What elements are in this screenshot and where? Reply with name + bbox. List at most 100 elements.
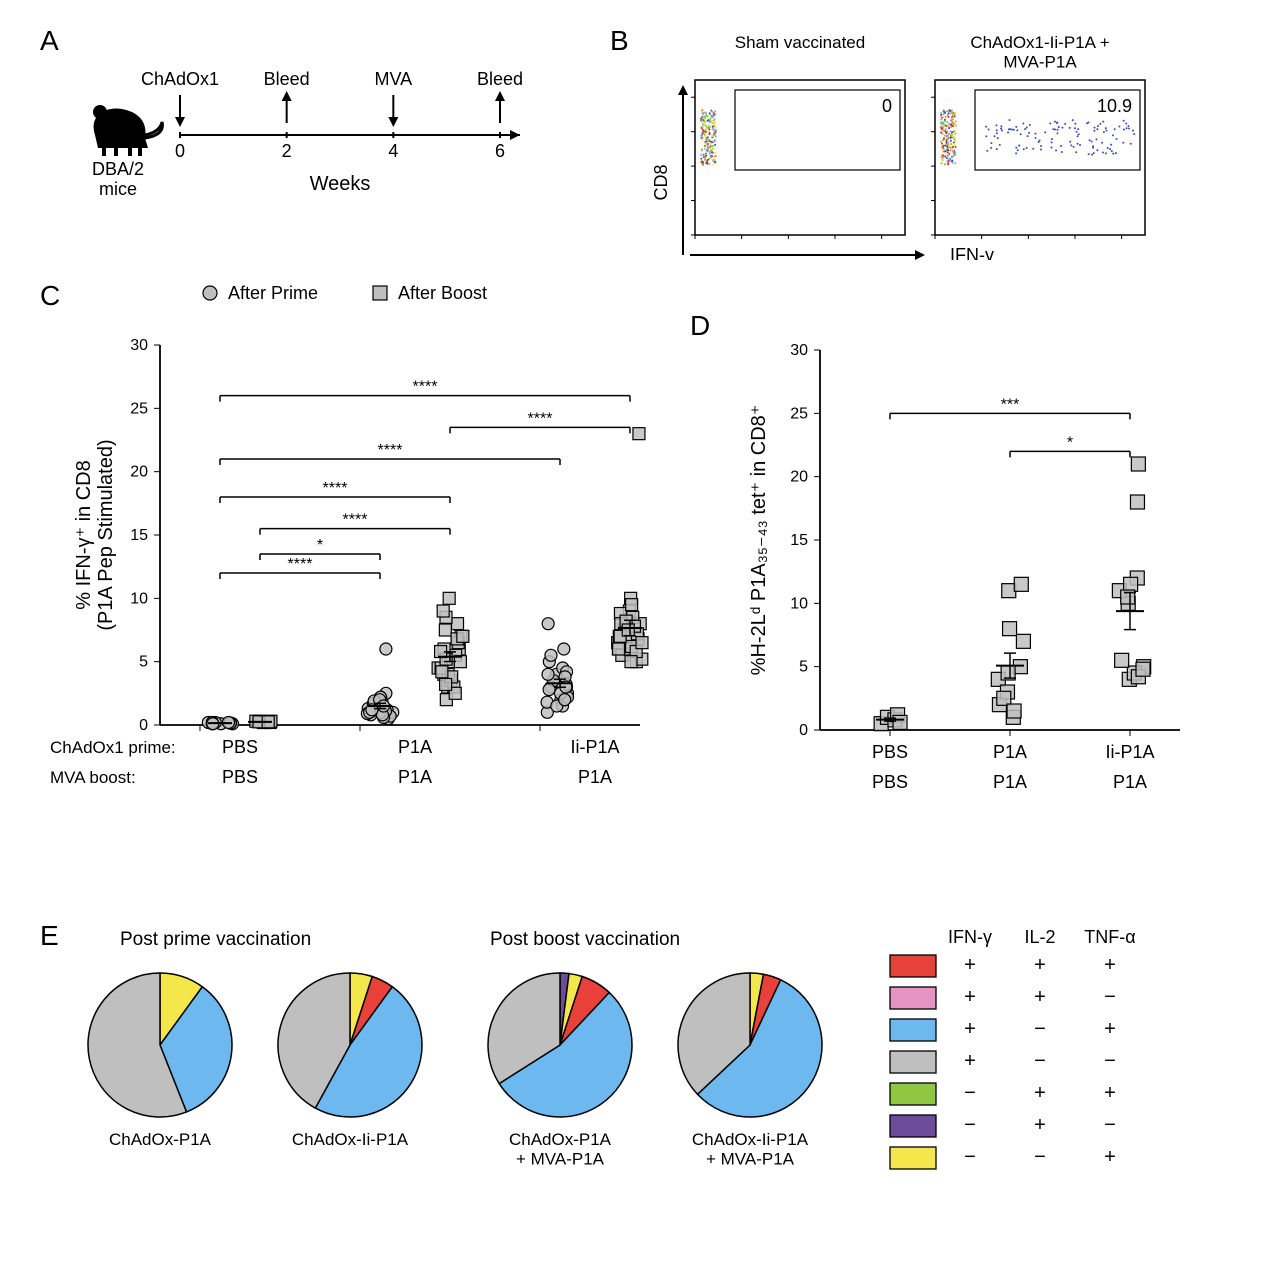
svg-text:P1A: P1A [993,772,1027,792]
svg-text:****: **** [323,480,348,497]
svg-text:PBS: PBS [872,742,908,762]
svg-text:0: 0 [882,96,892,116]
svg-text:IL-2: IL-2 [1024,927,1055,947]
svg-text:Post prime vaccination: Post prime vaccination [120,929,311,950]
svg-text:−: − [964,1146,976,1168]
svg-text:20: 20 [130,464,148,481]
svg-text:+: + [964,954,976,976]
svg-text:%H-2Lᵈ P1A₃₅₋₄₃ tet⁺ in CD8⁺: %H-2Lᵈ P1A₃₅₋₄₃ tet⁺ in CD8⁺ [748,405,770,676]
svg-text:ChAdOx1 prime:: ChAdOx1 prime: [50,738,176,757]
svg-text:P1A: P1A [578,767,612,787]
panel-label-e: E [40,920,59,952]
svg-text:After Prime: After Prime [228,285,318,303]
svg-text:PBS: PBS [222,767,258,787]
svg-text:ChAdOx-Ii-P1A+ MVA-P1A: ChAdOx-Ii-P1A+ MVA-P1A [692,1130,809,1169]
svg-text:2: 2 [282,141,292,161]
svg-text:Ii-P1A: Ii-P1A [1105,742,1154,762]
svg-text:Ii-P1A: Ii-P1A [570,737,619,757]
svg-text:*: * [317,537,323,554]
svg-text:30: 30 [130,337,148,354]
svg-text:P1A: P1A [398,737,432,757]
svg-text:15: 15 [130,527,148,544]
svg-text:% IFN-γ⁺ in CD8(P1A Pep Stimul: % IFN-γ⁺ in CD8(P1A Pep Stimulated) [73,439,117,630]
svg-text:10.9: 10.9 [1097,96,1132,116]
svg-text:+: + [1034,1114,1046,1136]
svg-text:−: − [1104,986,1116,1008]
svg-text:0: 0 [799,722,808,739]
svg-text:MVA boost:: MVA boost: [50,768,136,787]
svg-text:+: + [964,986,976,1008]
svg-text:Sham vaccinated: Sham vaccinated [735,33,865,52]
svg-text:4: 4 [388,141,398,161]
panel-d-svg: 051015202530%H-2Lᵈ P1A₃₅₋₄₃ tet⁺ in CD8⁺… [720,320,1250,885]
panel-c-svg: After Prime After Boost 0 5 10 15 20 25 30 % IFN-… [40,285,680,885]
timeline-ticks: 0ChAdOx12Bleed4MVA6Bleed [141,69,523,161]
svg-text:0: 0 [139,717,148,734]
panel-label-b: B [610,25,629,57]
svg-text:+: + [964,1018,976,1040]
svg-text:+: + [1034,986,1046,1008]
panel-e-svg: Post prime vaccination Post boost vaccina… [60,925,1260,1245]
svg-text:+: + [1104,1146,1116,1168]
svg-text:30: 30 [790,342,808,359]
svg-text:10: 10 [790,595,808,612]
svg-text:−: − [964,1082,976,1104]
svg-text:−: − [1034,1050,1046,1072]
svg-text:Bleed: Bleed [264,69,310,89]
svg-text:25: 25 [130,400,148,417]
mouse-label: DBA/2mice [92,159,144,199]
svg-text:PBS: PBS [222,737,258,757]
svg-text:6: 6 [495,141,505,161]
svg-text:****: **** [288,556,313,573]
figure-container: A DBA/2mice 0ChAdOx12Bleed4MVA6Bleed Wee… [20,20,1260,1259]
timeline-xlabel: Weeks [310,173,371,195]
svg-text:+: + [1104,1018,1116,1040]
svg-text:PBS: PBS [872,772,908,792]
svg-text:****: **** [343,512,368,529]
panel-b-svg: Sham vaccinated 0 ChAdOx1-Ii-P1A +MVA-P1A 1… [635,30,1255,260]
svg-text:0: 0 [175,141,185,161]
svg-text:****: **** [413,379,438,396]
svg-text:20: 20 [790,469,808,486]
chart-c: After Prime After Boost 0 5 10 15 20 25 30 % IFN-… [50,285,648,787]
pie-legend: IFN-γIL-2TNF-α+++++−+−++−−−++−+−−−+ [890,927,1136,1169]
svg-text:−: − [1104,1114,1116,1136]
svg-text:After Boost: After Boost [398,285,487,303]
svg-text:10: 10 [130,590,148,607]
svg-text:ChAdOx1-Ii-P1A +MVA-P1A: ChAdOx1-Ii-P1A +MVA-P1A [970,33,1109,72]
svg-text:P1A: P1A [993,742,1027,762]
svg-text:5: 5 [799,659,808,676]
svg-text:ChAdOx-P1A+ MVA-P1A: ChAdOx-P1A+ MVA-P1A [509,1130,612,1169]
svg-text:IFN-γ: IFN-γ [950,245,994,260]
svg-text:+: + [1034,1082,1046,1104]
svg-text:−: − [1034,1018,1046,1040]
svg-text:−: − [964,1114,976,1136]
svg-text:P1A: P1A [1113,772,1147,792]
svg-text:ChAdOx-Ii-P1A: ChAdOx-Ii-P1A [292,1130,409,1149]
svg-text:****: **** [378,442,403,459]
svg-text:IFN-γ: IFN-γ [948,927,992,947]
panel-a-svg: DBA/2mice 0ChAdOx12Bleed4MVA6Bleed Weeks [60,35,580,255]
svg-text:P1A: P1A [398,767,432,787]
svg-text:Post boost vaccination: Post boost vaccination [490,929,680,950]
svg-text:CD8: CD8 [651,164,671,200]
svg-text:+: + [1034,954,1046,976]
svg-text:−: − [1104,1050,1116,1072]
svg-text:TNF-α: TNF-α [1084,927,1135,947]
svg-text:5: 5 [139,654,148,671]
panel-label-a: A [40,25,59,57]
facs-plots: Sham vaccinated 0 ChAdOx1-Ii-P1A +MVA-P1A 1… [651,33,1145,260]
svg-text:****: **** [528,410,553,427]
svg-text:+: + [964,1050,976,1072]
pies-group: Post prime vaccination Post boost vaccina… [88,929,822,1169]
svg-text:+: + [1104,1082,1116,1104]
svg-text:*: * [1067,434,1073,451]
svg-text:Bleed: Bleed [477,69,523,89]
svg-text:***: *** [1001,396,1020,413]
svg-text:ChAdOx-P1A: ChAdOx-P1A [109,1130,212,1149]
chart-d: 051015202530%H-2Lᵈ P1A₃₅₋₄₃ tet⁺ in CD8⁺… [748,342,1180,792]
svg-text:ChAdOx1: ChAdOx1 [141,69,219,89]
svg-text:+: + [1104,954,1116,976]
svg-text:15: 15 [790,532,808,549]
mouse-icon [93,105,162,156]
